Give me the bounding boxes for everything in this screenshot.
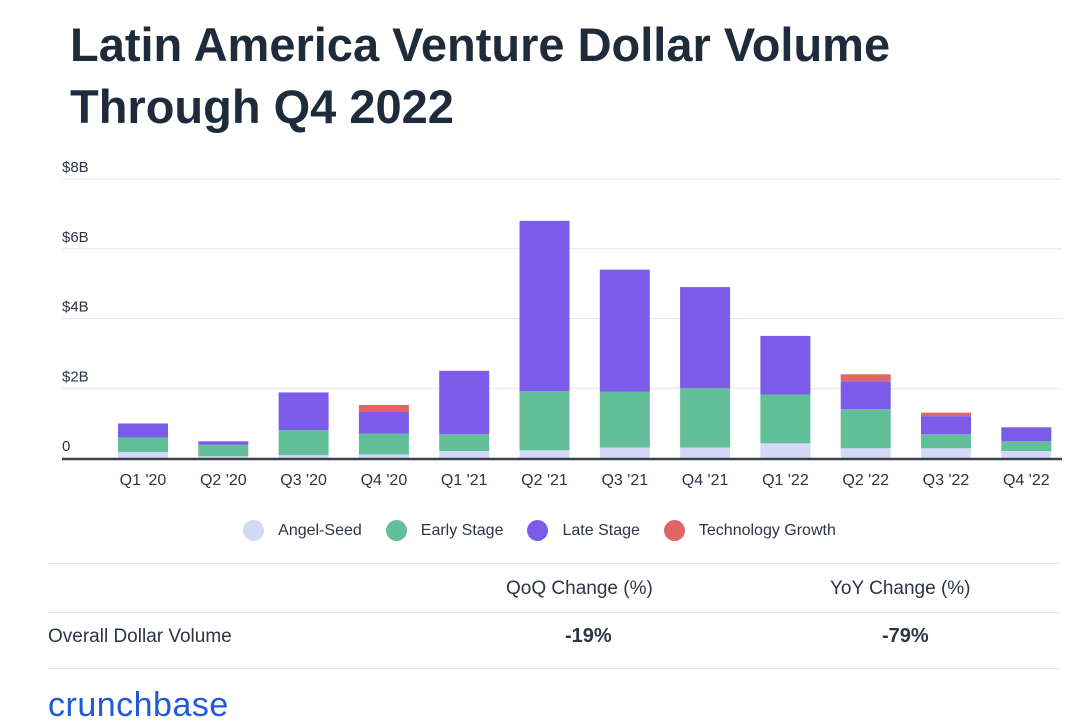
bar-segment xyxy=(1001,451,1052,458)
yoy-value: -79% xyxy=(882,625,929,647)
bar-segment xyxy=(118,452,168,458)
bar-segment xyxy=(760,335,811,395)
overall-volume-label: Overall Dollar Volume xyxy=(48,626,232,647)
legend-swatch xyxy=(663,520,685,541)
bar-segment xyxy=(921,416,971,435)
bar-segment xyxy=(840,448,891,458)
x-tick-label: Q2 '21 xyxy=(521,472,568,489)
bar-segment xyxy=(921,448,971,458)
qoq-value: -19% xyxy=(565,625,612,647)
bar-segment xyxy=(680,287,731,389)
bar-segment xyxy=(198,444,249,457)
yoy-header: YoY Change (%) xyxy=(830,578,971,599)
chart-title-line-1: Latin America Venture Dollar Volume xyxy=(70,18,891,71)
legend-label: Late Stage xyxy=(562,521,640,539)
bar-segment xyxy=(840,374,891,382)
chart-title: Latin America Venture Dollar Volume Thro… xyxy=(70,14,1050,138)
y-tick-label: 0 xyxy=(62,438,70,455)
legend-swatch xyxy=(385,520,407,541)
x-tick-label: Q3 '22 xyxy=(923,472,970,489)
legend-item: Early Stage xyxy=(385,520,504,541)
bar-segment xyxy=(599,391,650,448)
bar-segment xyxy=(519,220,570,392)
legend-swatch xyxy=(243,520,265,541)
bar-segment xyxy=(760,394,811,444)
legend-item: Angel-Seed xyxy=(243,520,362,541)
x-tick-label: Q2 '22 xyxy=(842,472,889,489)
bar-segment xyxy=(519,450,570,458)
bar-segment xyxy=(519,391,570,451)
x-tick-label: Q3 '21 xyxy=(601,472,648,489)
bar-segment xyxy=(439,434,490,452)
x-tick-label: Q4 '22 xyxy=(1003,472,1050,489)
legend-label: Technology Growth xyxy=(698,521,836,539)
table-bottom-rule xyxy=(48,668,1060,669)
y-tick-label: $2B xyxy=(62,368,89,385)
bar-segment xyxy=(118,437,168,453)
bar-segment xyxy=(921,412,971,417)
table-header-rule xyxy=(48,612,1060,613)
bar-segment xyxy=(599,269,650,392)
bar-segment xyxy=(1001,441,1052,452)
bar-segment xyxy=(358,411,409,434)
bar-segment xyxy=(278,455,329,458)
crunchbase-logo: crunchbase xyxy=(48,686,229,724)
legend-label: Early Stage xyxy=(420,521,504,539)
bar-segment xyxy=(439,370,490,435)
x-tick-label: Q1 '21 xyxy=(441,472,488,489)
bar-segment xyxy=(278,392,329,431)
bar-segment xyxy=(278,430,329,456)
qoq-header: QoQ Change (%) xyxy=(506,578,653,599)
x-tick-label: Q4 '20 xyxy=(361,472,408,489)
legend-item: Late Stage xyxy=(527,520,640,541)
x-tick-label: Q3 '20 xyxy=(280,472,327,489)
bar-segment xyxy=(840,409,891,449)
bar-segment xyxy=(198,456,249,458)
y-tick-label: $4B xyxy=(62,299,89,316)
bar-segment xyxy=(358,404,409,412)
bar-segment xyxy=(599,447,650,458)
y-tick-label: $6B xyxy=(62,229,89,246)
bar-segment xyxy=(118,423,168,438)
chart-title-line-2: Through Q4 2022 xyxy=(70,80,454,133)
bar-segment xyxy=(439,451,490,458)
bar-segment xyxy=(921,434,971,449)
legend-item: Technology Growth xyxy=(663,520,836,541)
bar-segment xyxy=(680,388,731,448)
table-top-rule xyxy=(48,563,1060,564)
x-tick-label: Q1 '22 xyxy=(762,472,809,489)
bar-segment xyxy=(358,454,409,458)
bar-chart: 0 $2B $4B $6B $8B Q1 '20 Q2 '20 Q3 '20 Q4 '20 Q1 … xyxy=(62,159,1062,489)
x-tick-label: Q1 '20 xyxy=(120,472,167,489)
legend-label: Angel-Seed xyxy=(278,521,362,539)
bar-segment xyxy=(358,433,409,455)
x-tick-label: Q2 '20 xyxy=(200,472,247,489)
bar-segment xyxy=(680,447,731,458)
bar-segment xyxy=(198,441,249,445)
chart-legend: Angel-Seed Early Stage Late Stage Technolog… xyxy=(0,520,1079,541)
x-tick-label: Q4 '21 xyxy=(682,472,729,489)
y-tick-label: $8B xyxy=(62,159,89,176)
bar-segment xyxy=(840,381,891,410)
legend-swatch xyxy=(527,520,549,541)
bar-segment xyxy=(1001,427,1052,442)
bar-segment xyxy=(760,443,811,458)
